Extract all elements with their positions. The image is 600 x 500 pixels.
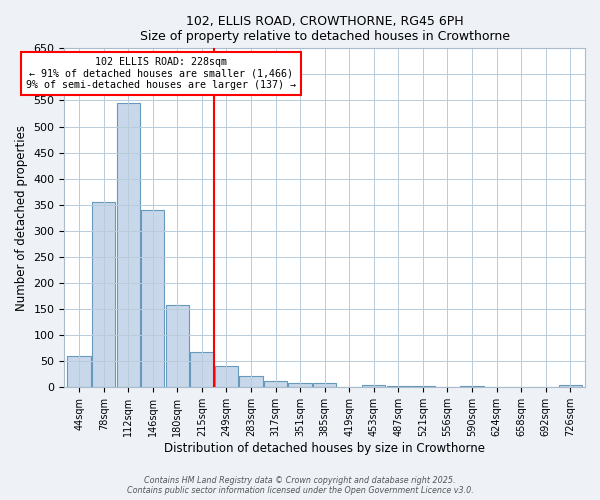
Bar bbox=[460, 386, 484, 388]
Bar bbox=[239, 376, 263, 388]
Bar bbox=[215, 366, 238, 388]
Bar bbox=[362, 386, 385, 388]
Bar bbox=[141, 210, 164, 388]
Bar bbox=[338, 387, 361, 388]
Bar bbox=[166, 305, 189, 388]
Bar bbox=[387, 386, 410, 388]
Bar bbox=[67, 356, 91, 388]
Bar bbox=[289, 382, 312, 388]
X-axis label: Distribution of detached houses by size in Crowthorne: Distribution of detached houses by size … bbox=[164, 442, 485, 455]
Text: 102 ELLIS ROAD: 228sqm
← 91% of detached houses are smaller (1,466)
9% of semi-d: 102 ELLIS ROAD: 228sqm ← 91% of detached… bbox=[26, 57, 296, 90]
Bar bbox=[313, 383, 337, 388]
Text: Contains HM Land Registry data © Crown copyright and database right 2025.
Contai: Contains HM Land Registry data © Crown c… bbox=[127, 476, 473, 495]
Bar bbox=[264, 380, 287, 388]
Bar bbox=[411, 386, 434, 388]
Y-axis label: Number of detached properties: Number of detached properties bbox=[15, 125, 28, 311]
Bar bbox=[190, 352, 214, 388]
Bar bbox=[559, 386, 582, 388]
Bar bbox=[92, 202, 115, 388]
Title: 102, ELLIS ROAD, CROWTHORNE, RG45 6PH
Size of property relative to detached hous: 102, ELLIS ROAD, CROWTHORNE, RG45 6PH Si… bbox=[140, 15, 510, 43]
Bar bbox=[116, 103, 140, 388]
